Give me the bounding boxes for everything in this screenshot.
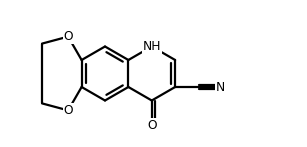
- Text: NH: NH: [142, 40, 161, 53]
- Text: N: N: [215, 81, 225, 93]
- Text: O: O: [63, 30, 73, 43]
- Text: O: O: [63, 104, 73, 117]
- Text: O: O: [147, 119, 157, 132]
